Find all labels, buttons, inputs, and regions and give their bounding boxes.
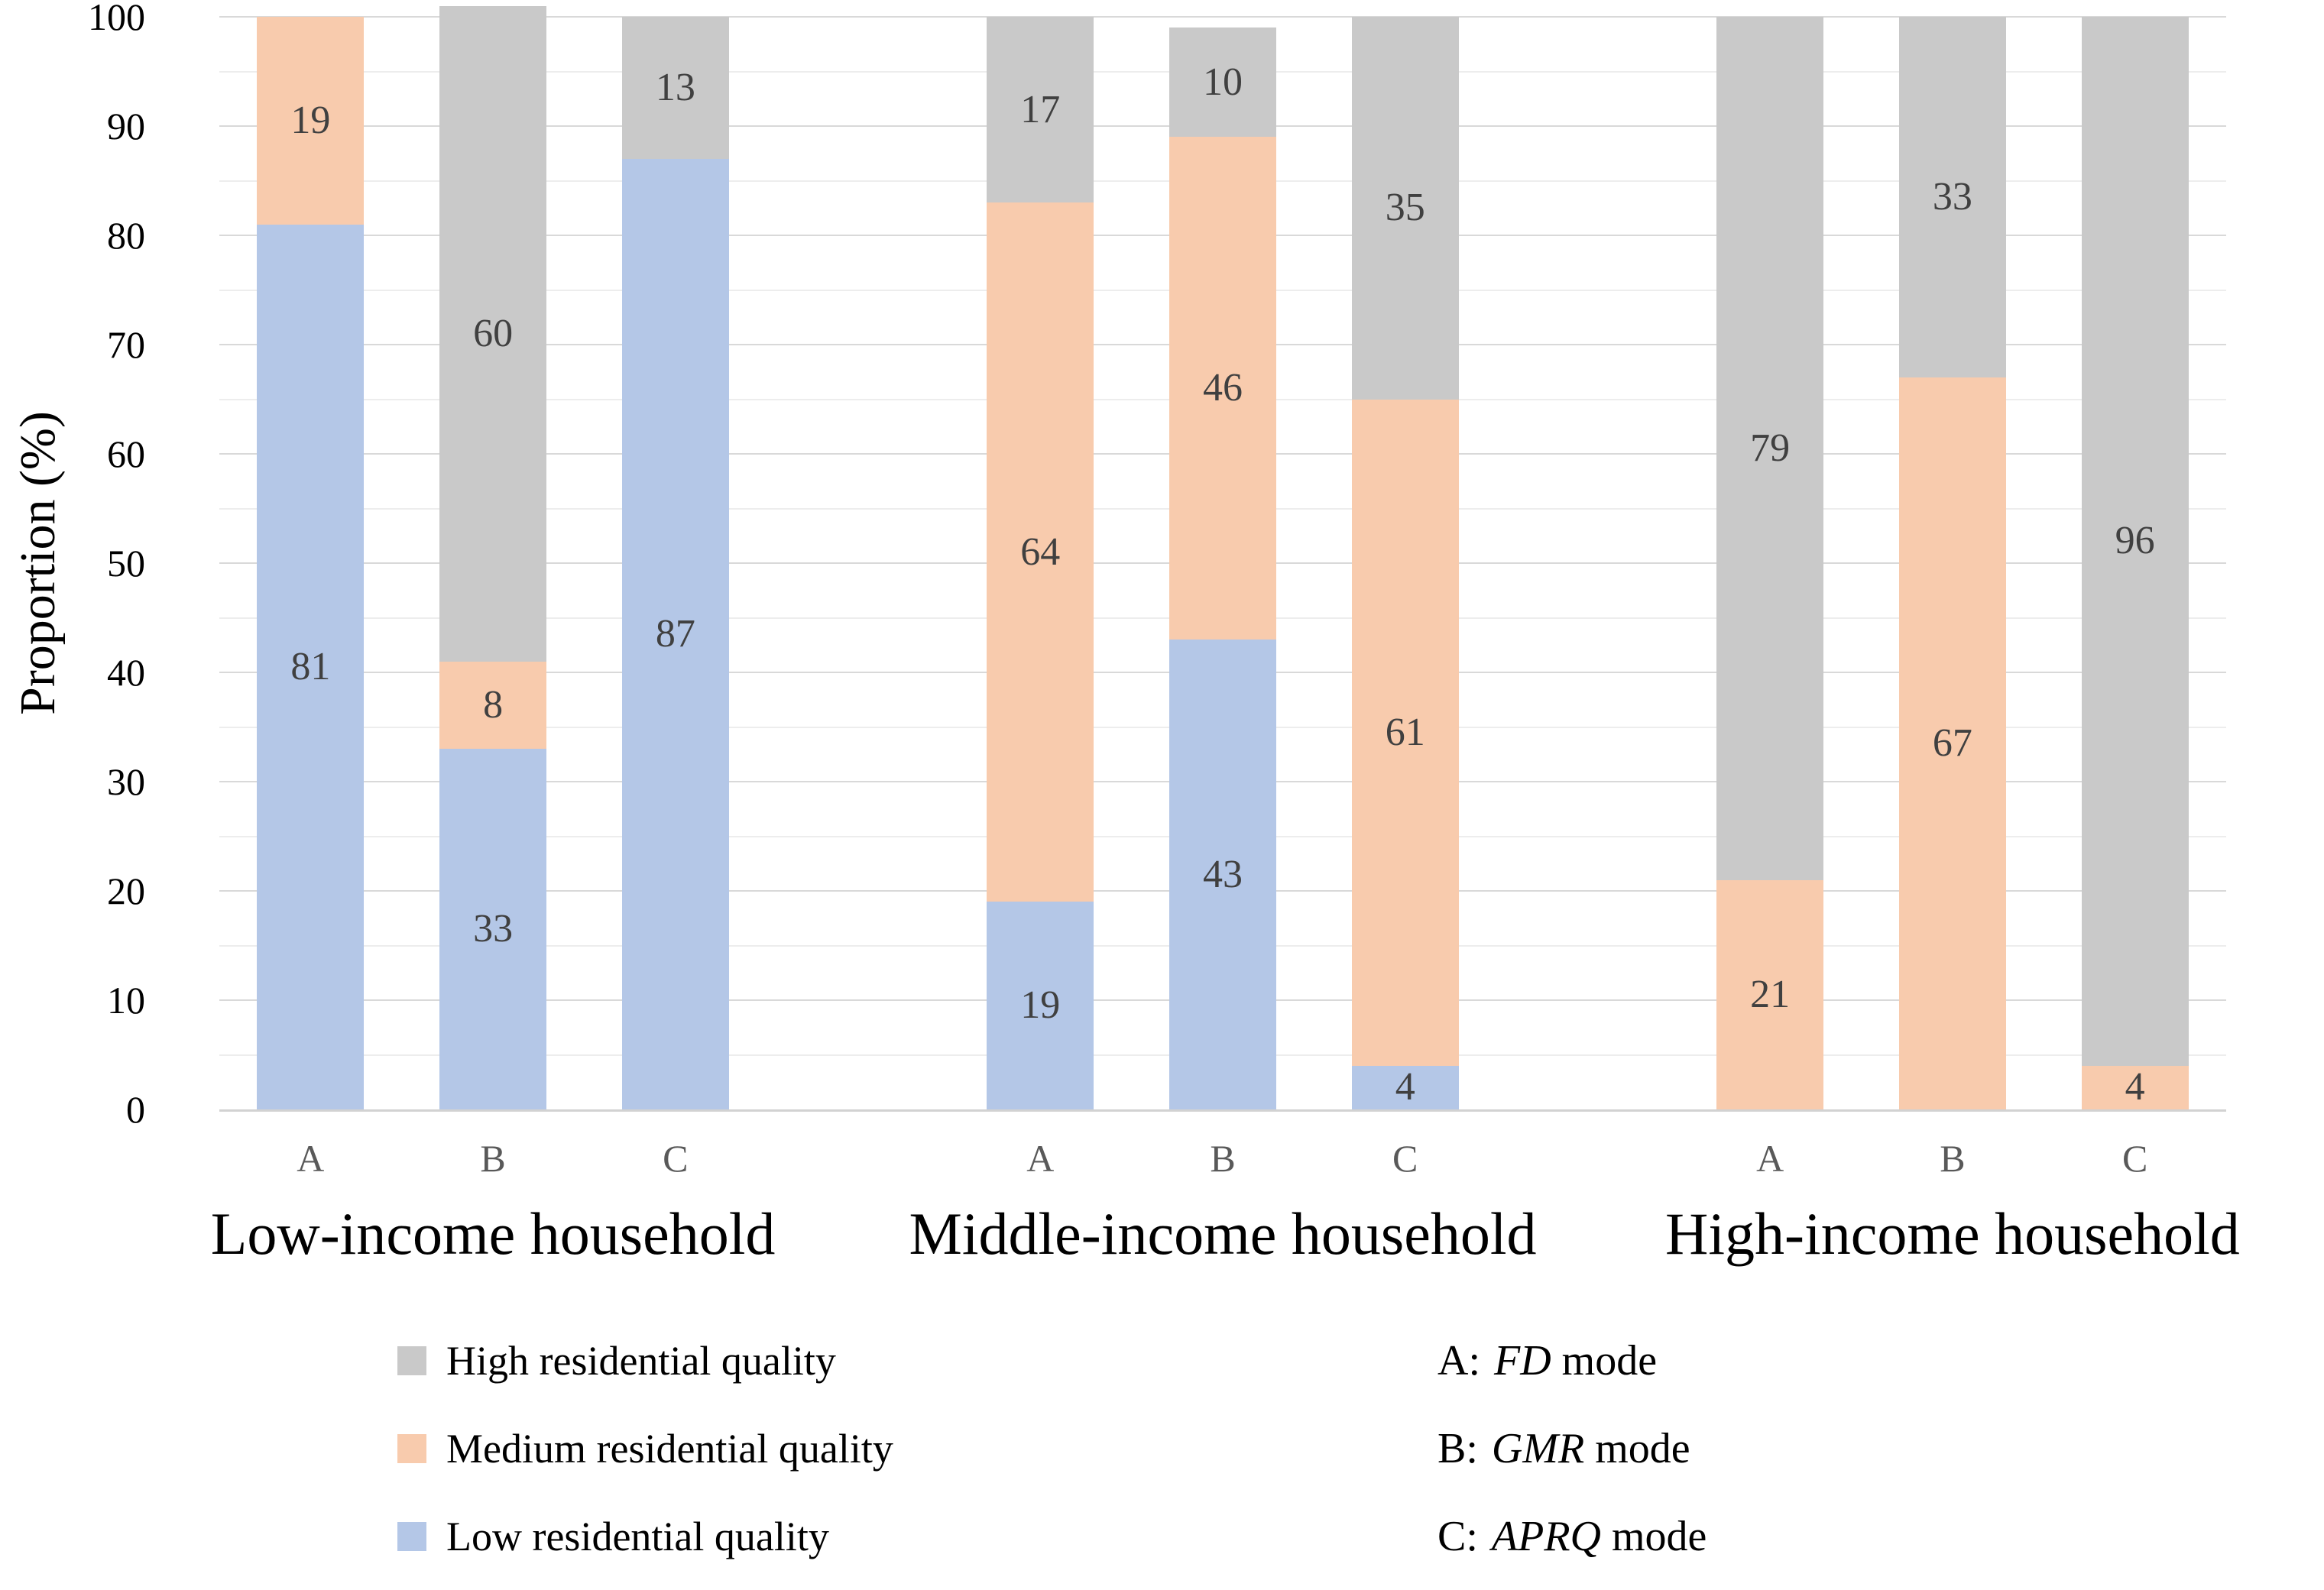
y-axis-tick-label: 70	[107, 323, 145, 366]
x-axis-tick-label: C	[2121, 1137, 2148, 1180]
y-axis-tick-label: 100	[88, 0, 145, 38]
income-group-label: Middle-income household	[909, 1200, 1537, 1267]
y-axis-tick-label: 20	[107, 869, 145, 912]
legend-label: High residential quality	[446, 1338, 836, 1384]
high-quality-swatch-icon	[397, 1346, 426, 1375]
low-quality-bar-segment	[1169, 640, 1276, 1109]
high-quality-bar-segment	[1716, 17, 1824, 880]
y-axis-tick-label: 10	[107, 979, 145, 1022]
low-quality-bar-segment	[439, 749, 547, 1109]
mode-suffix: mode	[1595, 1425, 1690, 1472]
segment-data-label: 79	[1750, 426, 1791, 470]
income-group-label: High-income household	[1665, 1200, 2240, 1267]
y-axis-tick-label: 0	[126, 1088, 145, 1131]
segment-data-label: 33	[1932, 174, 1972, 219]
y-axis-tick-label: 90	[107, 105, 145, 147]
segment-data-label: 60	[473, 311, 514, 355]
medium-quality-bar-segment	[1351, 399, 1459, 1066]
legend-label: Medium residential quality	[446, 1426, 893, 1472]
medium-quality-bar-segment	[439, 661, 547, 750]
y-axis-tick-label: 30	[107, 760, 145, 803]
x-axis-tick-label: A	[297, 1137, 325, 1180]
segment-data-label: 19	[1020, 983, 1061, 1028]
segment-data-label: 67	[1932, 721, 1972, 765]
segment-data-label: 8	[483, 682, 504, 727]
income-group-label: Low-income household	[210, 1200, 776, 1267]
major-gridline	[219, 16, 2226, 18]
segment-data-label: 10	[1203, 60, 1243, 104]
mode-legend-item-c: C: APRQ mode	[1438, 1512, 1707, 1561]
segment-data-label: 4	[2125, 1065, 2145, 1109]
mode-prefix: C:	[1438, 1513, 1478, 1560]
segment-data-label: 21	[1750, 972, 1791, 1016]
medium-quality-bar-segment	[2081, 1065, 2189, 1109]
segment-data-label: 64	[1020, 529, 1061, 574]
mode-legend-item-a: A: FD mode	[1438, 1336, 1657, 1385]
low-quality-bar-segment	[987, 902, 1094, 1109]
high-quality-bar-segment	[1169, 28, 1276, 138]
high-quality-bar-segment	[1898, 17, 2006, 377]
x-axis-tick-label: C	[663, 1137, 689, 1180]
segment-data-label: 4	[1395, 1065, 1415, 1109]
x-axis-tick-label: B	[480, 1137, 506, 1180]
high-quality-bar-segment	[439, 5, 547, 662]
medium-quality-bar-segment	[1169, 137, 1276, 640]
segment-data-label: 61	[1385, 710, 1425, 754]
segment-data-label: 33	[473, 907, 514, 951]
segment-data-label: 46	[1203, 366, 1243, 410]
segment-data-label: 35	[1385, 186, 1425, 230]
y-axis-tick-label: 60	[107, 432, 145, 475]
x-axis-tick-label: B	[1940, 1137, 1966, 1180]
segment-data-label: 17	[1020, 87, 1061, 131]
segment-data-label: 96	[2115, 519, 2155, 563]
segment-data-label: 43	[1203, 852, 1243, 896]
mode-name: APRQ	[1491, 1513, 1601, 1560]
medium-quality-bar-segment	[1898, 377, 2006, 1109]
y-axis-tick-label: 40	[107, 651, 145, 694]
mode-suffix: mode	[1611, 1513, 1707, 1560]
high-quality-bar-segment	[987, 17, 1094, 203]
y-axis-tick-label: 80	[107, 214, 145, 257]
segment-data-label: 81	[290, 644, 331, 688]
low-quality-bar-segment	[621, 158, 729, 1109]
legend-label: Low residential quality	[446, 1514, 829, 1559]
high-quality-bar-segment	[2081, 17, 2189, 1066]
medium-quality-swatch-icon	[397, 1434, 426, 1463]
mode-name: FD	[1494, 1337, 1551, 1384]
x-axis-tick-label: A	[1756, 1137, 1784, 1180]
x-axis-tick-label: B	[1210, 1137, 1236, 1180]
high-quality-bar-segment	[1351, 17, 1459, 400]
low-quality-swatch-icon	[397, 1522, 426, 1551]
mode-suffix: mode	[1561, 1337, 1658, 1384]
segment-data-label: 13	[655, 65, 695, 109]
low-quality-bar-segment	[257, 224, 365, 1109]
mode-prefix: A:	[1438, 1337, 1480, 1384]
y-axis-tick-label: 50	[107, 542, 145, 585]
medium-quality-bar-segment	[1716, 879, 1824, 1109]
legend-item-high-quality: High residential quality	[397, 1336, 836, 1385]
segment-data-label: 87	[655, 611, 695, 656]
high-quality-bar-segment	[621, 17, 729, 159]
low-quality-bar-segment	[1351, 1065, 1459, 1109]
x-axis-line	[219, 1109, 2226, 1112]
medium-quality-bar-segment	[987, 202, 1094, 902]
legend-item-low-quality: Low residential quality	[397, 1512, 829, 1561]
medium-quality-bar-segment	[257, 17, 365, 225]
mode-prefix: B:	[1438, 1425, 1478, 1472]
legend-item-medium-quality: Medium residential quality	[397, 1424, 893, 1473]
mode-name: GMR	[1491, 1425, 1585, 1472]
x-axis-tick-label: C	[1392, 1137, 1418, 1180]
mode-legend-item-b: B: GMR mode	[1438, 1424, 1690, 1473]
x-axis-tick-label: A	[1026, 1137, 1055, 1180]
segment-data-label: 19	[290, 98, 331, 142]
